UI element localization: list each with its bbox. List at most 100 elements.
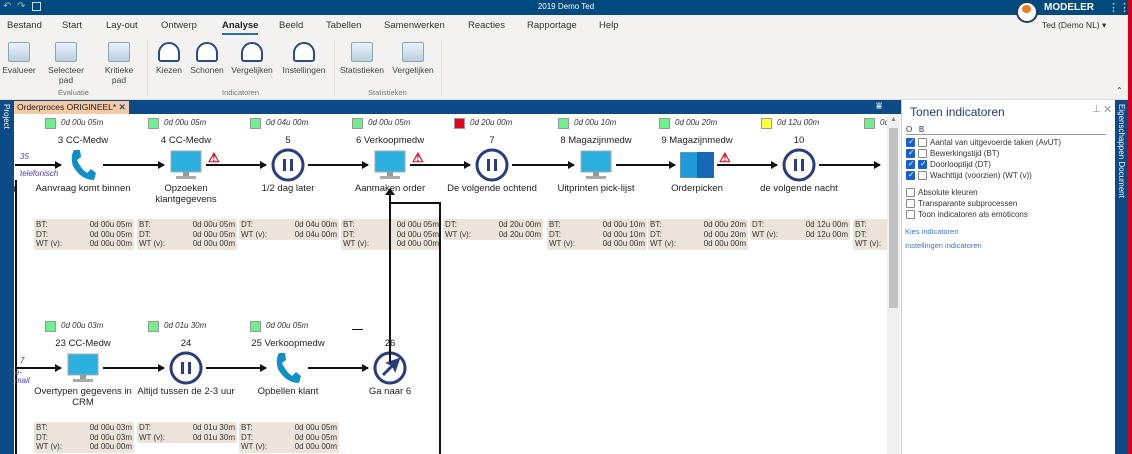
tab-list-icon[interactable]: ⩸ (876, 101, 883, 112)
node-name[interactable]: Opbellen klant (257, 386, 319, 397)
instellingen-button[interactable]: Instellingen (280, 42, 328, 75)
scrollbar-thumb[interactable] (889, 128, 898, 308)
checkbox-o[interactable] (906, 170, 915, 181)
option-row[interactable]: Toon indicatoren als emoticons (906, 210, 1028, 221)
kies-indicatoren-link[interactable]: Kies indicatoren (905, 227, 959, 236)
redo-icon[interactable]: ↷ (17, 1, 26, 12)
col-b-header: B (918, 125, 925, 134)
indicator-option[interactable]: Doorlooptijd (DT) (906, 159, 1061, 171)
menu-lay-out[interactable]: Lay-out (106, 20, 138, 31)
node-name[interactable]: Uitprinten pick-lijst (557, 183, 635, 194)
metric-row: BT: 0d 00u 05m (241, 423, 337, 433)
checkbox-b[interactable] (918, 159, 927, 170)
phone-icon[interactable] (66, 148, 100, 182)
menu-beeld[interactable]: Beeld (279, 20, 304, 31)
monitor-icon[interactable] (66, 351, 100, 385)
flow-arrow (15, 161, 62, 169)
split-icon[interactable] (680, 148, 714, 182)
menu-analyse[interactable]: Analyse (222, 20, 259, 35)
menu-help[interactable]: Help (599, 20, 619, 31)
option-row[interactable]: Absolute kleuren (906, 188, 1028, 199)
checkbox-b[interactable] (918, 149, 927, 159)
properties-side-tab[interactable]: Eigenschappen Document (1115, 100, 1128, 454)
option-row[interactable]: Transparante subprocessen (906, 199, 1028, 210)
pause-icon[interactable] (169, 351, 203, 385)
node-name[interactable]: Altijd tussen de 2-3 uur (137, 386, 235, 397)
monitor-icon[interactable] (579, 148, 613, 182)
indicator-option[interactable]: Aantal van uitgevoerde taken (AvUT) (906, 137, 1061, 149)
metric-name: WT (v): (343, 239, 370, 248)
metric-row: BT: 0d 00u 10m (549, 220, 645, 230)
select-path-icon (55, 42, 77, 62)
tab-orderproces[interactable]: Orderproces ORIGINEEL* ✕ (14, 101, 129, 114)
statistieken-button[interactable]: Statistieken (338, 42, 386, 75)
checkbox-o[interactable] (906, 137, 915, 148)
indicator-option[interactable]: Wachttijd (voorzien) (WT (v)) (906, 170, 1061, 182)
evalueer-button[interactable]: Evalueer (2, 42, 36, 75)
pin-icon[interactable]: ⊥ (1092, 104, 1101, 115)
selecteer-pad-button[interactable]: Selecteer pad (46, 42, 86, 85)
vergelijken-statistieken-button[interactable]: Vergelijken (390, 42, 436, 75)
option-checkbox[interactable] (906, 188, 915, 198)
monitor-icon[interactable] (373, 148, 407, 182)
node-name[interactable]: Aanvraag komt binnen (35, 183, 131, 194)
node-name[interactable]: Ga naar 6 (368, 386, 412, 397)
pause-icon[interactable] (475, 148, 509, 182)
panel-title: Tonen indicatoren (910, 105, 1005, 119)
menu-reacties[interactable]: Reacties (468, 20, 505, 31)
gauge-choose-icon (158, 42, 180, 62)
title-bar: ↶ ↷ 2019 Demo Ted MODELER ⋮⋮ (0, 0, 1132, 23)
indicator-option[interactable]: Bewerkingstijd (BT) (906, 148, 1061, 160)
collapse-ribbon-icon[interactable]: ⌃ (1116, 86, 1123, 95)
user-menu[interactable]: Ted (Demo NL) ▾ (1042, 20, 1107, 30)
node-name[interactable]: Fac (850, 183, 887, 194)
process-canvas[interactable]: 0d 00u 05m 3 CC-Medw Aanvraag komt binnen B… (14, 114, 887, 454)
node-name[interactable]: Opzoeken klantgegevens (155, 183, 217, 205)
menu-start[interactable]: Start (62, 20, 83, 31)
close-tab-icon[interactable]: ✕ (118, 102, 126, 112)
instellingen-indicatoren-link[interactable]: Instellingen indicatoren (905, 241, 982, 250)
undo-icon[interactable]: ↶ (3, 1, 12, 12)
indicator-time: 0d 01u 30m (164, 321, 207, 330)
menu-samenwerken[interactable]: Samenwerken (384, 20, 445, 31)
node-label: 5 (285, 135, 291, 146)
node-name[interactable]: De volgende ochtend (447, 183, 537, 194)
kiezen-button[interactable]: Kiezen (152, 42, 186, 75)
option-checkbox[interactable] (906, 210, 915, 220)
node-name[interactable]: Orderpicken (671, 183, 723, 194)
kritieke-pad-button[interactable]: Kritieke pad (100, 42, 138, 85)
schonen-button[interactable]: Schonen (188, 42, 226, 75)
node-name[interactable]: Overtypen gegevens in CRM (34, 386, 132, 408)
option-checkbox[interactable] (906, 199, 915, 209)
metric-value: 0d 00u 20m (703, 220, 746, 229)
flow-arrow (717, 161, 778, 169)
menu-tabellen[interactable]: Tabellen (326, 20, 362, 31)
save-icon[interactable] (32, 2, 41, 11)
indicator-box: DT: 0d 20u 00m WT (v): 0d 20u 00m (443, 219, 543, 240)
pause-icon[interactable] (782, 148, 816, 182)
checkbox-o[interactable] (906, 159, 915, 170)
monitor-icon[interactable] (169, 148, 203, 182)
project-side-tab[interactable]: Project (0, 100, 14, 454)
menu-bestand[interactable]: Bestand (7, 20, 42, 31)
checkbox-o[interactable] (906, 148, 915, 159)
gauge-gear-icon (293, 42, 315, 62)
node-name[interactable]: de volgende nacht (760, 183, 838, 194)
goto-icon[interactable] (373, 351, 407, 385)
scroll-up-icon[interactable]: ▲ (890, 116, 897, 123)
metric-name: DT: (36, 229, 48, 239)
pause-icon[interactable] (271, 148, 305, 182)
checkbox-b[interactable] (918, 138, 927, 148)
menu-ontwerp[interactable]: Ontwerp (161, 20, 197, 31)
vergelijken-indicatoren-button[interactable]: Vergelijken (229, 42, 275, 75)
metric-value: 0d 00u 10m (602, 220, 645, 229)
phone-icon[interactable] (271, 351, 305, 385)
metric-value: 0d 04u 00m (294, 229, 337, 239)
apps-grid-icon[interactable]: ⋮⋮ (1108, 2, 1130, 14)
close-panel-icon[interactable]: ✕ (1103, 104, 1113, 116)
group-label-indicatoren: Indicatoren (222, 88, 260, 97)
menu-rapportage[interactable]: Rapportage (527, 20, 577, 31)
node-name[interactable]: 1/2 dag later (261, 183, 315, 194)
metric-value: 0d 00u 00m (192, 239, 235, 248)
checkbox-b[interactable] (918, 171, 927, 181)
